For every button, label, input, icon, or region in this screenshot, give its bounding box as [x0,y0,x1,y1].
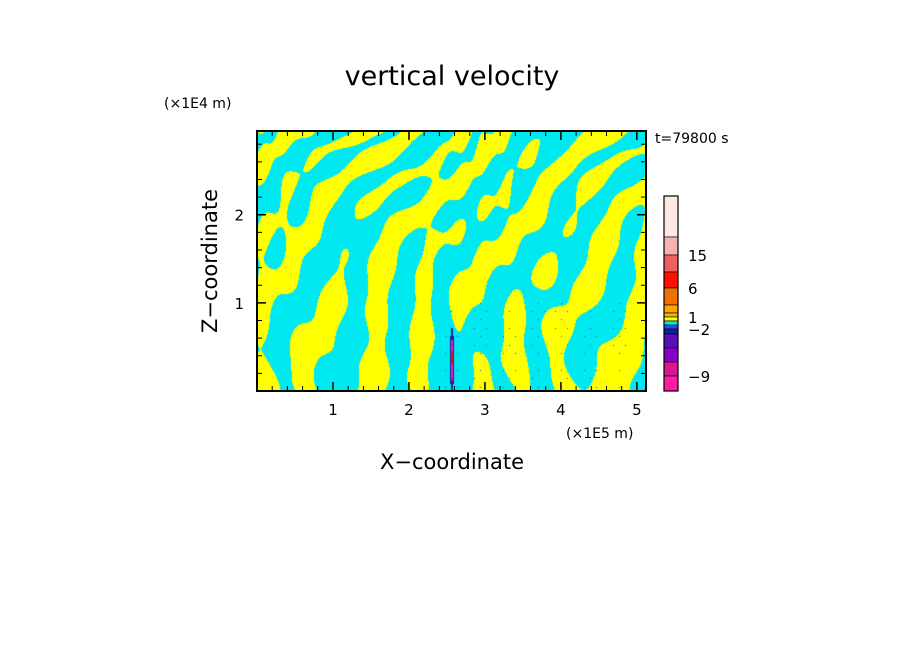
x-axis-unit: (×1E5 m) [566,426,633,442]
colorbar-band [663,271,679,289]
colorbar-band [663,361,679,377]
colorbar-band [663,347,679,363]
colorbar-band [663,287,679,306]
colorbar-band [663,320,679,326]
colorbar-label: −9 [688,368,710,386]
x-tick-label: 3 [480,401,490,419]
colorbar-band [663,254,679,273]
x-tick-label: 1 [328,401,338,419]
colorbar-band [663,324,679,330]
colorbar-label: 15 [688,247,707,265]
plot-frame [256,130,647,392]
colorbar-band [663,312,679,318]
colorbar-label: 1 [688,309,698,327]
y-axis-label: Z−coordinate [198,189,222,333]
colorbar-band [663,304,679,314]
colorbar-band [663,195,679,238]
x-axis-label: X−coordinate [380,450,524,474]
time-label: t=79800 s [655,131,729,147]
y-tick-label: 2 [234,207,244,225]
velocity-field [257,131,646,391]
colorbar-band [663,333,679,349]
colorbar-label: 6 [688,280,698,298]
colorbar-band [663,316,679,322]
colorbar-band [663,328,679,335]
colorbar-band [663,375,679,392]
x-tick-label: 2 [404,401,414,419]
y-axis-unit: (×1E4 m) [164,96,231,112]
chart-title: vertical velocity [345,61,560,92]
velocity-field-image [257,131,646,391]
colorbar-frame [663,195,679,392]
colorbar-label: −2 [688,321,710,339]
axis-ticks: 1 2 3 4 5 1 2 [234,131,646,419]
y-tick-label: 1 [234,295,244,313]
x-tick-label: 5 [632,401,642,419]
colorbar: 15 6 1−2 −9 [663,195,710,392]
colorbar-band [663,236,679,256]
x-tick-label: 4 [556,401,566,419]
